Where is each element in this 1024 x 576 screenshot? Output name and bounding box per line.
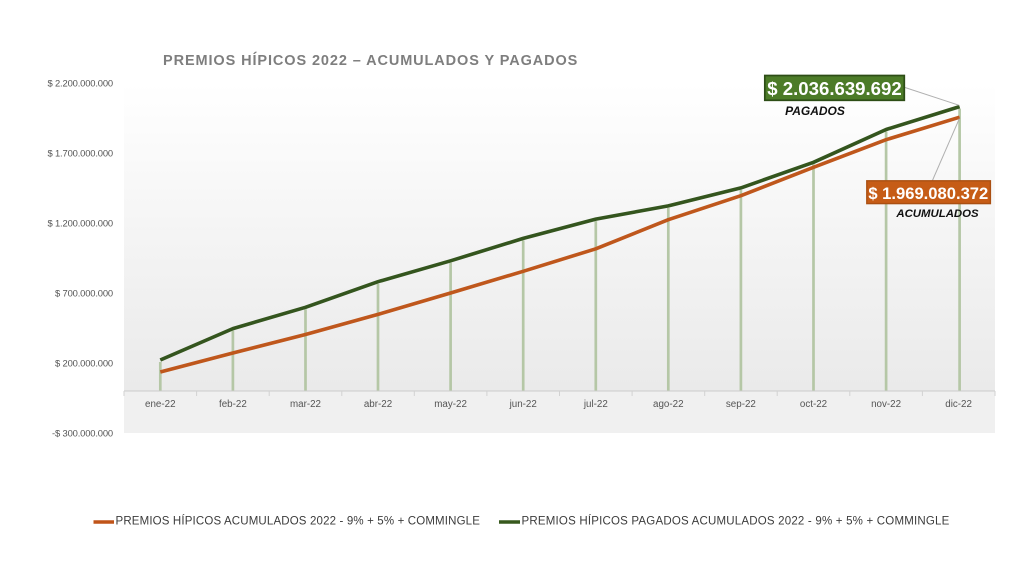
svg-text:$ 2.200.000.000: $ 2.200.000.000 <box>47 77 113 88</box>
svg-text:-$ 300.000.000: -$ 300.000.000 <box>52 427 113 438</box>
svg-text:abr-22: abr-22 <box>364 399 392 410</box>
svg-text:jul-22: jul-22 <box>583 399 608 410</box>
svg-text:may-22: may-22 <box>434 399 467 410</box>
svg-text:PAGADOS: PAGADOS <box>785 104 845 118</box>
svg-text:sep-22: sep-22 <box>726 399 756 410</box>
svg-text:ago-22: ago-22 <box>653 399 684 410</box>
svg-text:$ 2.036.639.692: $ 2.036.639.692 <box>767 78 901 99</box>
svg-text:$ 200.000.000: $ 200.000.000 <box>55 357 113 368</box>
svg-text:$ 1.700.000.000: $ 1.700.000.000 <box>47 147 113 158</box>
svg-text:oct-22: oct-22 <box>800 399 827 410</box>
svg-text:dic-22: dic-22 <box>945 399 972 410</box>
svg-text:PREMIOS HÍPICOS 2022 – ACUMU: PREMIOS HÍPICOS 2022 – ACUMULADOS Y PAGA… <box>163 52 578 69</box>
svg-text:$ 1.969.080.372: $ 1.969.080.372 <box>868 184 988 203</box>
svg-text:$ 1.200.000.000: $ 1.200.000.000 <box>47 217 113 228</box>
svg-text:ene-22: ene-22 <box>145 399 176 410</box>
svg-text:PREMIOS HÍPICOS ACUMULADOS 202: PREMIOS HÍPICOS ACUMULADOS 2022 - 9% + 5… <box>116 515 481 528</box>
svg-text:ACUMULADOS: ACUMULADOS <box>895 208 979 220</box>
svg-text:feb-22: feb-22 <box>219 399 247 410</box>
svg-text:mar-22: mar-22 <box>290 399 321 410</box>
svg-text:jun-22: jun-22 <box>509 399 537 410</box>
svg-text:nov-22: nov-22 <box>871 399 901 410</box>
svg-text:PREMIOS HÍPICOS PAGADOS ACUMUL: PREMIOS HÍPICOS PAGADOS ACUMULADOS 2022 … <box>522 515 950 528</box>
svg-text:$ 700.000.000: $ 700.000.000 <box>55 287 113 298</box>
